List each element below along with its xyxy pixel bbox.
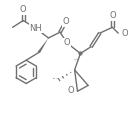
Text: O: O	[109, 11, 116, 20]
Text: O: O	[67, 86, 74, 95]
Text: ···: ···	[51, 75, 58, 84]
Text: O: O	[63, 17, 69, 26]
Polygon shape	[38, 38, 48, 53]
Text: NH: NH	[29, 24, 42, 33]
Text: O: O	[20, 5, 27, 14]
Text: O: O	[121, 29, 128, 38]
Text: ,,,: ,,,	[73, 56, 79, 61]
Text: O: O	[63, 38, 70, 47]
